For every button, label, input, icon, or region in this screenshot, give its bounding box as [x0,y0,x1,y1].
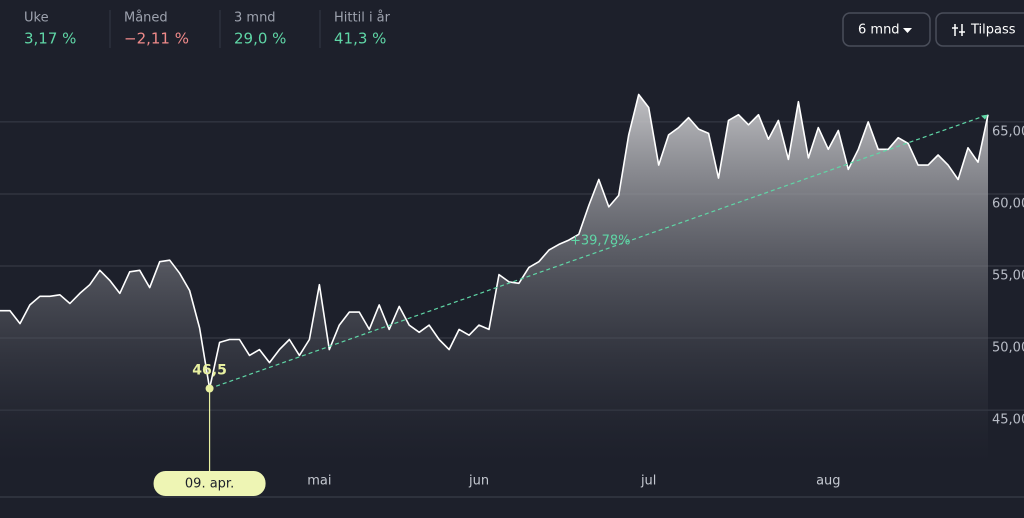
stat-label: 3 mnd [234,11,276,26]
x-tick-label: aug [816,474,840,489]
stat-value: 29,0 % [234,30,286,48]
x-tick-label: mai [307,474,331,489]
trend-line [209,114,989,390]
header: Uke 3,17 % Måned −2,11 % 3 mnd 29,0 % Hittil i… [24,10,391,48]
plot: 45,00 50,00 55,00 60,00 65,00 mai jun jul aug +39… [0,93,1024,496]
stat-value: 3,17 % [24,30,76,48]
y-tick-label: 55,00 [992,269,1024,284]
stat-value: 41,3 % [334,30,386,48]
value-label: 46,5 [192,363,227,379]
area-fill [0,94,988,462]
y-tick-label: 50,00 [992,341,1024,356]
customize[interactable]: Tilpass [935,12,1024,47]
y-tick-label: 45,00 [992,413,1024,428]
period-button[interactable]: 6 mnd [858,23,900,38]
trend-arrow [981,114,988,120]
period-selector[interactable]: 6 mnd [842,12,931,47]
trend-label: +39,78% [570,234,630,249]
customize-icon [952,24,965,36]
highlight-point [205,384,214,393]
y-tick-label: 60,00 [992,196,1024,211]
dropdown-arrow [903,28,912,33]
stat-label: Hittil i år [334,11,391,26]
x-tick-label: jul [640,474,656,489]
button-frame [935,12,1024,47]
stat-label: Uke [24,11,49,26]
date-label: 09. apr. [185,477,234,492]
y-tick-label: 65,00 [992,124,1024,139]
button-frame [842,12,931,47]
stat-label: Måned [124,11,168,26]
date-pill [153,471,266,496]
x-tick-label: jun [468,474,489,489]
customize-button[interactable]: Tilpass [970,23,1016,38]
price-line [0,93,989,390]
stat-value: −2,11 % [124,30,189,48]
